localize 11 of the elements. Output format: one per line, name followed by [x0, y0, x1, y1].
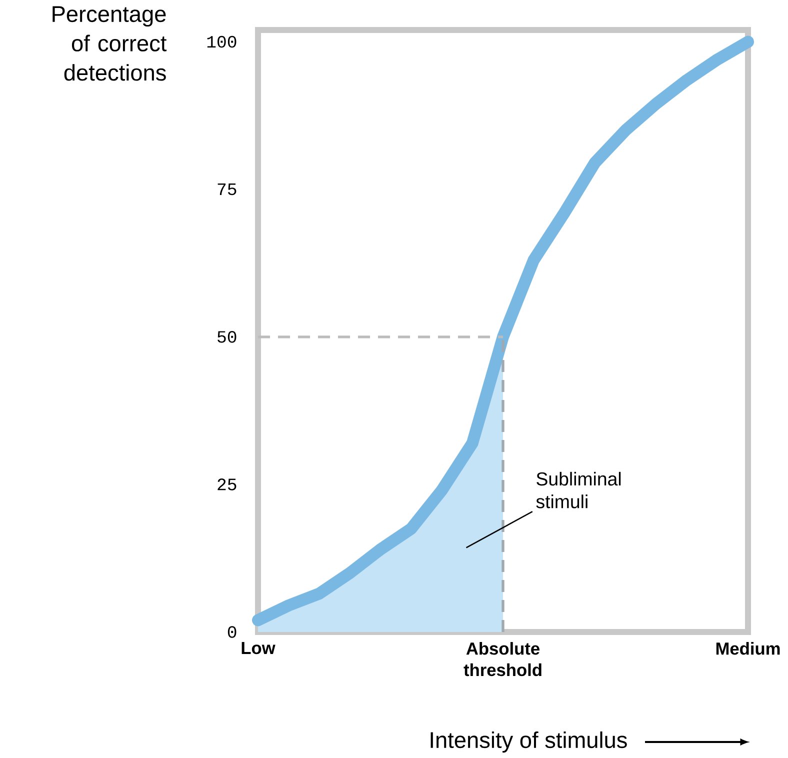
x-axis-title: Intensity of stimulus	[430, 731, 627, 753]
x-tick-label: Absolute threshold	[464, 642, 542, 676]
y-tick-label: 25	[218, 478, 236, 490]
y-tick-label: 75	[218, 184, 236, 196]
x-tick-label: Low	[242, 642, 276, 654]
x-tick-label: Medium	[716, 642, 780, 655]
annotation: Subliminal stimuli	[536, 472, 621, 508]
y-tick-label: 50	[218, 331, 236, 343]
y-tick-label: 100	[207, 36, 236, 48]
y-axis-title: Percentage of correct detections	[52, 6, 167, 81]
y-tick-label: 0	[228, 626, 236, 638]
